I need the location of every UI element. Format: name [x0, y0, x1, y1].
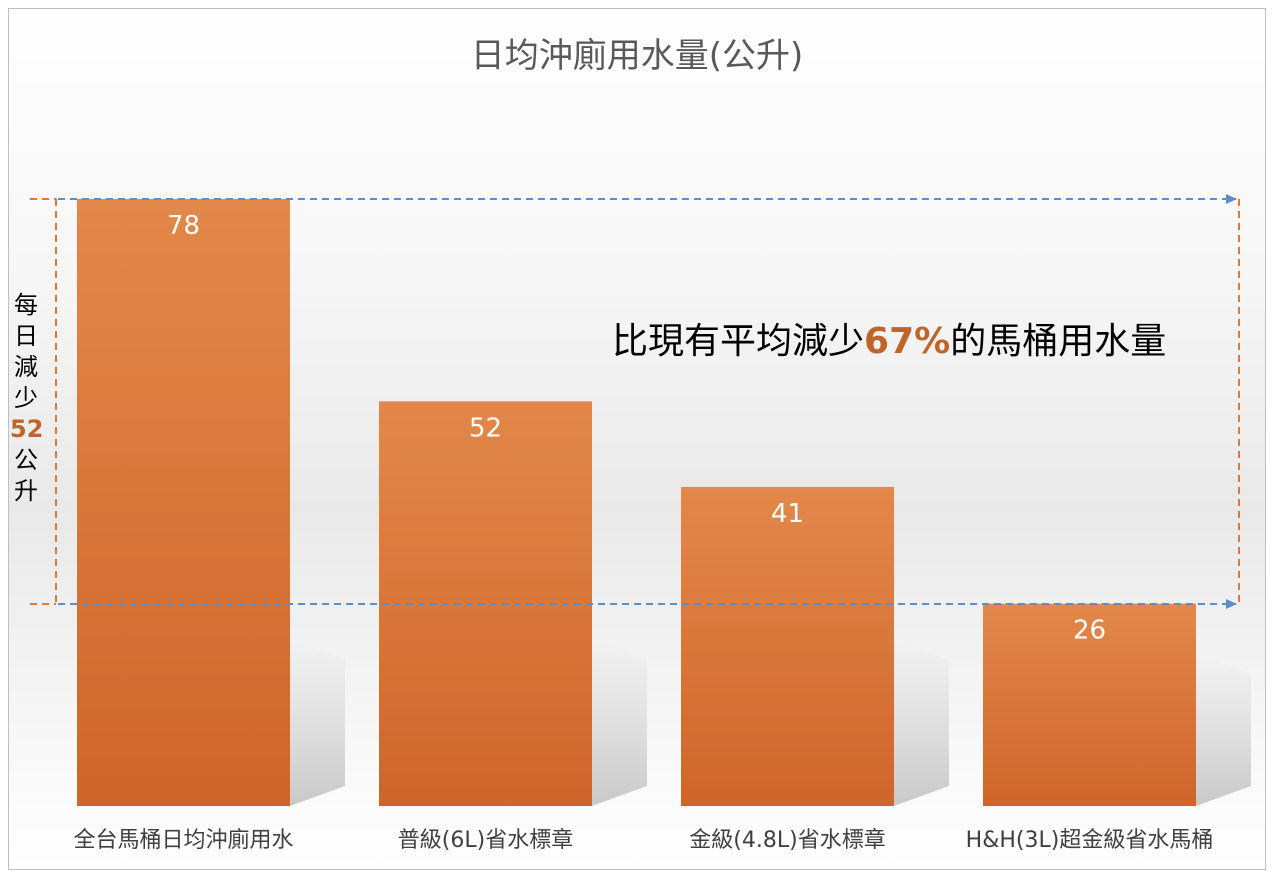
- category-label: 金級(4.8L)省水標章: [689, 828, 885, 853]
- bar: [983, 603, 1196, 806]
- bar: [77, 199, 290, 806]
- side-note-char: 日: [14, 322, 38, 350]
- annotation-suffix: 的馬桶用水量: [950, 321, 1167, 362]
- data-labels: 78 52 41 26: [167, 211, 1106, 646]
- category-label: H&H(3L)超金級省水馬桶: [966, 828, 1214, 853]
- category-label: 普級(6L)省水標章: [398, 828, 573, 853]
- reduction-annotation: 比現有平均減少67%的馬桶用水量: [612, 312, 1166, 364]
- bars: [77, 199, 1196, 806]
- bar-shadow: [1196, 654, 1251, 806]
- bar-shadow: [894, 640, 949, 806]
- side-note-char: 少: [14, 384, 38, 412]
- data-label: 78: [167, 211, 200, 241]
- annotation-guides: [30, 194, 1240, 609]
- data-label: 52: [469, 413, 502, 443]
- daily-reduction-note: 每 日 減 少 52 公 升: [10, 290, 44, 507]
- side-note-char: 每: [14, 291, 38, 319]
- bar-shadow: [290, 640, 345, 806]
- annotation-prefix: 比現有平均減少: [612, 321, 865, 362]
- side-note-char: 升: [14, 477, 38, 505]
- data-label: 26: [1073, 616, 1106, 646]
- side-note-value: 52: [10, 415, 44, 443]
- chart-title: 日均沖廁用水量(公升): [470, 36, 804, 76]
- bar-shadow: [592, 640, 647, 806]
- category-label: 全台馬桶日均沖廁用水: [73, 828, 293, 853]
- side-note-char: 減: [14, 353, 38, 381]
- annotation-highlight: 67%: [864, 321, 951, 362]
- side-note-char: 公: [14, 446, 38, 474]
- bar-shadows: [290, 640, 1251, 806]
- bar: [681, 486, 894, 806]
- category-labels: 全台馬桶日均沖廁用水 普級(6L)省水標章 金級(4.8L)省水標章 H&H(3L)超…: [73, 828, 1213, 853]
- data-label: 41: [771, 499, 804, 529]
